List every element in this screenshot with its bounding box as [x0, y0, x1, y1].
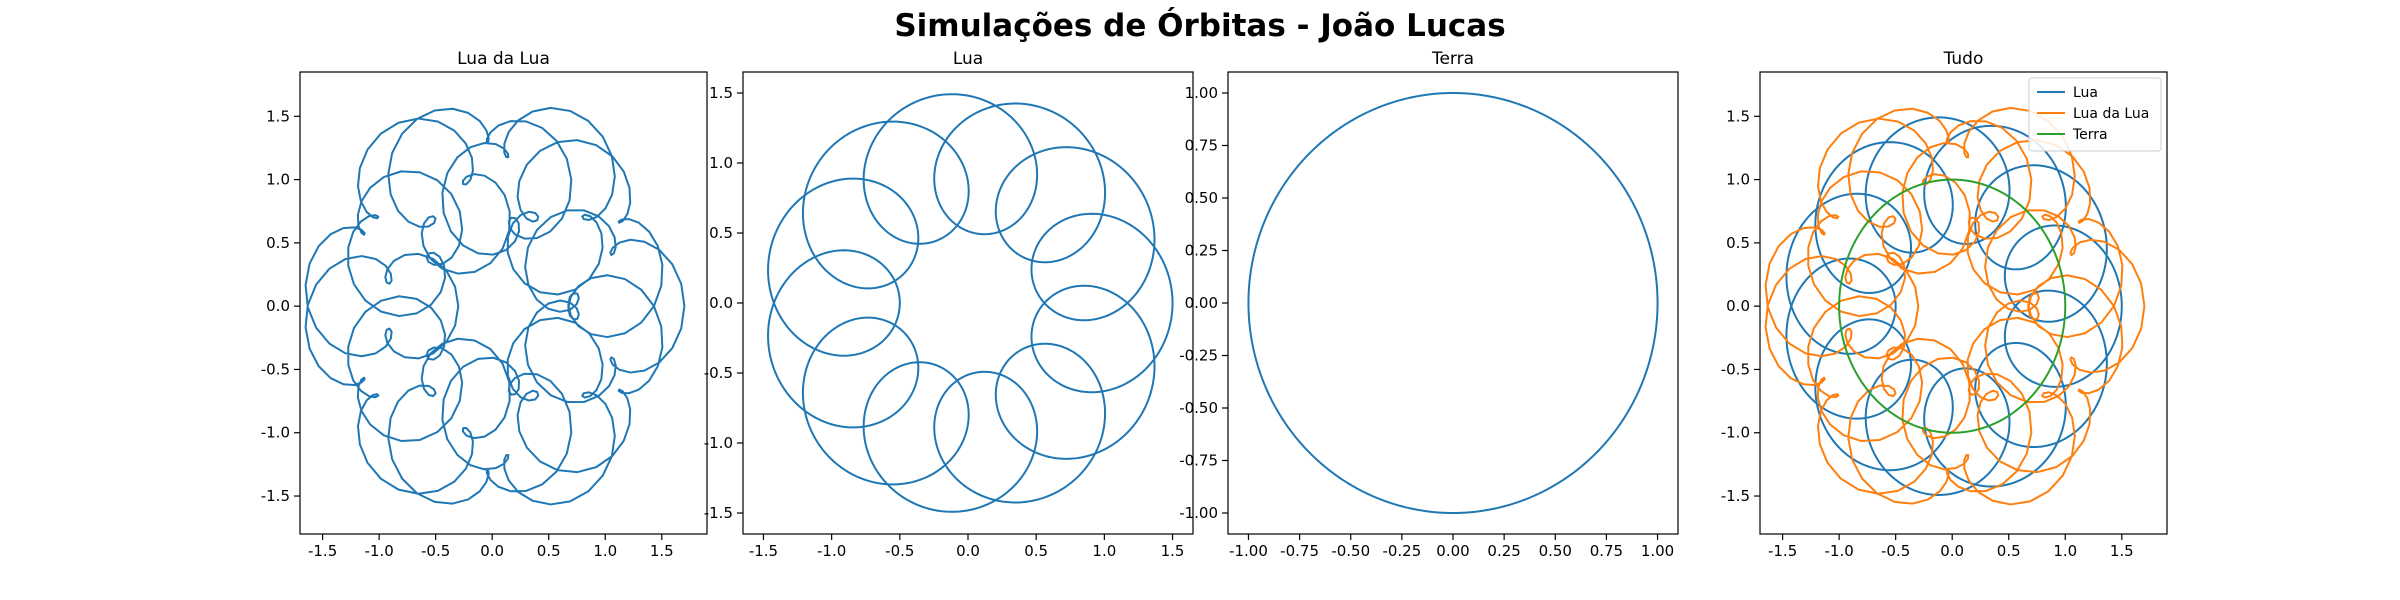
- x-tick-label: 1.0: [2053, 542, 2077, 560]
- y-tick-label: -1.00: [1179, 504, 1218, 522]
- y-tick-label: 1.0: [266, 171, 290, 189]
- chart-lua: Lua -1.5 -1.0 -0.5 0.0 0.5 1.0 1.5 -1.5 -1.0 -0.5 0…: [704, 49, 1194, 560]
- y-tick-label: 1.0: [709, 154, 733, 172]
- x-tick-label: 0.75: [1590, 542, 1623, 560]
- y-tick-label: 0.50: [1185, 189, 1218, 207]
- y-tick-label: -0.5: [704, 364, 733, 382]
- y-tick-label: -1.0: [261, 424, 290, 442]
- y-tick-label: -1.5: [1721, 487, 1750, 505]
- x-tick-label: 0.0: [956, 542, 980, 560]
- y-tick-label: -1.0: [704, 434, 733, 452]
- x-tick-label: -0.5: [885, 542, 914, 560]
- series-line-lua: [1785, 116, 2123, 496]
- x-tick-label: -0.25: [1382, 542, 1421, 560]
- series-line-terra: [1247, 92, 1659, 514]
- chart-title: Tudo: [1943, 49, 1984, 69]
- series-line-lua-da-lua: [304, 106, 686, 506]
- x-tick-label: 0.0: [480, 542, 504, 560]
- legend-entry: Terra: [2072, 127, 2108, 143]
- x-tick-label: 1.0: [593, 542, 617, 560]
- chart-terra: Terra -1.00 -0.75 -0.50 -0.25 0.00 0.25 0.50 0.7…: [1179, 49, 1679, 560]
- y-tick-label: -0.25: [1179, 347, 1218, 365]
- series-line-terra: [1838, 178, 2067, 434]
- y-tick-label: 0.0: [266, 297, 290, 315]
- y-tick-label: 0.5: [1726, 234, 1750, 252]
- y-tick-label: 1.5: [709, 84, 733, 102]
- x-tick-label: 0.25: [1487, 542, 1520, 560]
- y-tick-label: -1.5: [261, 487, 290, 505]
- x-tick-label: -1.5: [1768, 542, 1797, 560]
- y-tick-label: -0.50: [1179, 399, 1218, 417]
- y-tick-label: 1.5: [266, 107, 290, 125]
- axes-frame: [1759, 71, 2168, 535]
- y-tick-label: 0.25: [1185, 242, 1218, 260]
- y-tick-label: 0.5: [709, 224, 733, 242]
- x-tick-label: 1.5: [2110, 542, 2134, 560]
- x-tick-label: -1.00: [1229, 542, 1268, 560]
- y-tick-label: 0.00: [1185, 294, 1218, 312]
- y-tick-label: 1.00: [1185, 84, 1218, 102]
- y-tick-label: 1.0: [1726, 171, 1750, 189]
- axes-frame: [1227, 71, 1679, 535]
- x-tick-label: 1.0: [1092, 542, 1116, 560]
- x-tick-label: -1.5: [749, 542, 778, 560]
- x-tick-label: 0.00: [1436, 542, 1469, 560]
- chart-lua-da-lua: Lua da Lua -1.5 -1.0 -0.5 0.0 0.5 1.0 1.5 -1.5 -1…: [261, 49, 708, 560]
- chart-title: Terra: [1431, 49, 1474, 69]
- series-line-lua: [767, 93, 1174, 513]
- legend-entry: Lua da Lua: [2073, 106, 2149, 122]
- y-tick-label: -1.0: [1721, 424, 1750, 442]
- y-tick-label: -0.5: [261, 360, 290, 378]
- legend-box: [2028, 77, 2162, 152]
- y-tick-label: 0.0: [1726, 297, 1750, 315]
- figure-title: Simulações de Órbitas - João Lucas: [894, 8, 1506, 44]
- y-tick-label: 1.5: [1726, 107, 1750, 125]
- x-tick-label: -0.5: [421, 542, 450, 560]
- x-tick-label: 0.50: [1539, 542, 1572, 560]
- y-tick-label: -0.75: [1179, 452, 1218, 470]
- x-tick-label: -1.5: [308, 542, 337, 560]
- chart-tudo: Tudo -1.5 -1.0 -0.5 0.0 0.5 1.0 1.5 -1.5 -1.0 -0.5…: [1721, 49, 2168, 560]
- x-tick-label: 1.5: [650, 542, 674, 560]
- x-tick-label: 0.5: [537, 542, 561, 560]
- y-tick-label: -0.5: [1721, 360, 1750, 378]
- x-tick-label: -0.50: [1331, 542, 1370, 560]
- axes-frame: [742, 71, 1194, 535]
- y-tick-label: 0.75: [1185, 137, 1218, 155]
- y-tick-label: 0.5: [266, 234, 290, 252]
- x-tick-label: -1.0: [364, 542, 393, 560]
- x-tick-label: 0.5: [1024, 542, 1048, 560]
- legend: Lua Lua da Lua Terra: [2028, 77, 2162, 152]
- x-tick-label: -1.0: [817, 542, 846, 560]
- x-tick-label: -1.0: [1824, 542, 1853, 560]
- x-tick-label: 1.00: [1641, 542, 1674, 560]
- x-tick-label: 0.0: [1940, 542, 1964, 560]
- chart-title: Lua da Lua: [457, 49, 550, 69]
- x-tick-label: 1.5: [1161, 542, 1185, 560]
- legend-entry: Lua: [2073, 85, 2098, 101]
- x-tick-label: -0.5: [1881, 542, 1910, 560]
- y-tick-label: 0.0: [709, 294, 733, 312]
- x-tick-label: 0.5: [1997, 542, 2021, 560]
- y-tick-label: -1.5: [704, 504, 733, 522]
- x-tick-label: -0.75: [1280, 542, 1319, 560]
- axes-frame: [299, 71, 708, 535]
- chart-title: Lua: [953, 49, 983, 69]
- series-line-lua-da-lua: [1764, 106, 2146, 506]
